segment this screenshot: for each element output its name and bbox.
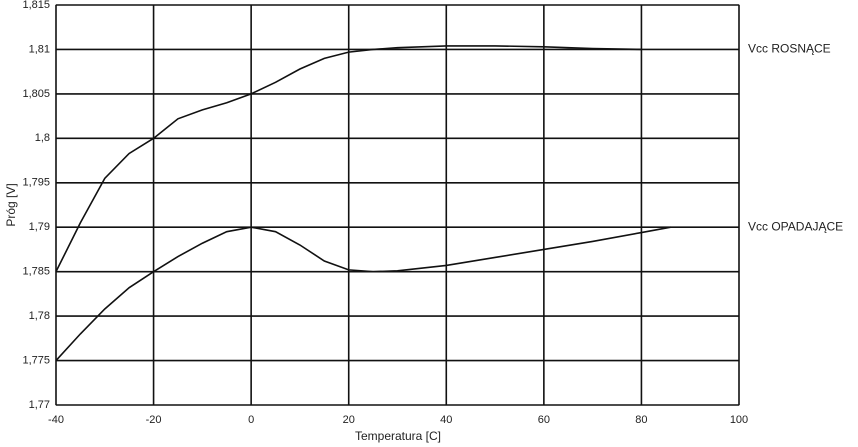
x-tick-label: 100 <box>730 414 748 426</box>
x-axis-label: Temperatura [C] <box>355 429 441 443</box>
series-line <box>55 45 642 273</box>
y-axis-label: Próg [V] <box>4 183 18 226</box>
x-tick-label: 40 <box>440 414 452 426</box>
y-tick-label: 1,78 <box>29 310 50 322</box>
series-label: Vcc OPADAJĄCE <box>748 219 843 233</box>
series-label: Vcc ROSNĄCE <box>748 42 831 56</box>
y-tick-label: 1,805 <box>22 88 50 100</box>
x-tick-label: -20 <box>146 414 162 426</box>
y-tick-label: 1,815 <box>22 0 50 11</box>
y-tick-label: 1,79 <box>29 221 50 233</box>
series-line <box>55 226 671 362</box>
x-tick-label: 20 <box>343 414 355 426</box>
x-tick-label: 60 <box>538 414 550 426</box>
y-tick-label: 1,77 <box>29 399 50 411</box>
x-tick-label: 80 <box>635 414 647 426</box>
y-tick-label: 1,795 <box>22 177 50 189</box>
x-tick-label: -40 <box>48 414 64 426</box>
y-tick-label: 1,785 <box>22 266 50 278</box>
y-tick-label: 1,81 <box>29 43 50 55</box>
plot-area <box>55 4 740 406</box>
y-tick-label: 1,775 <box>22 354 50 366</box>
y-tick-label: 1,8 <box>35 132 50 144</box>
x-tick-label: 0 <box>248 414 254 426</box>
